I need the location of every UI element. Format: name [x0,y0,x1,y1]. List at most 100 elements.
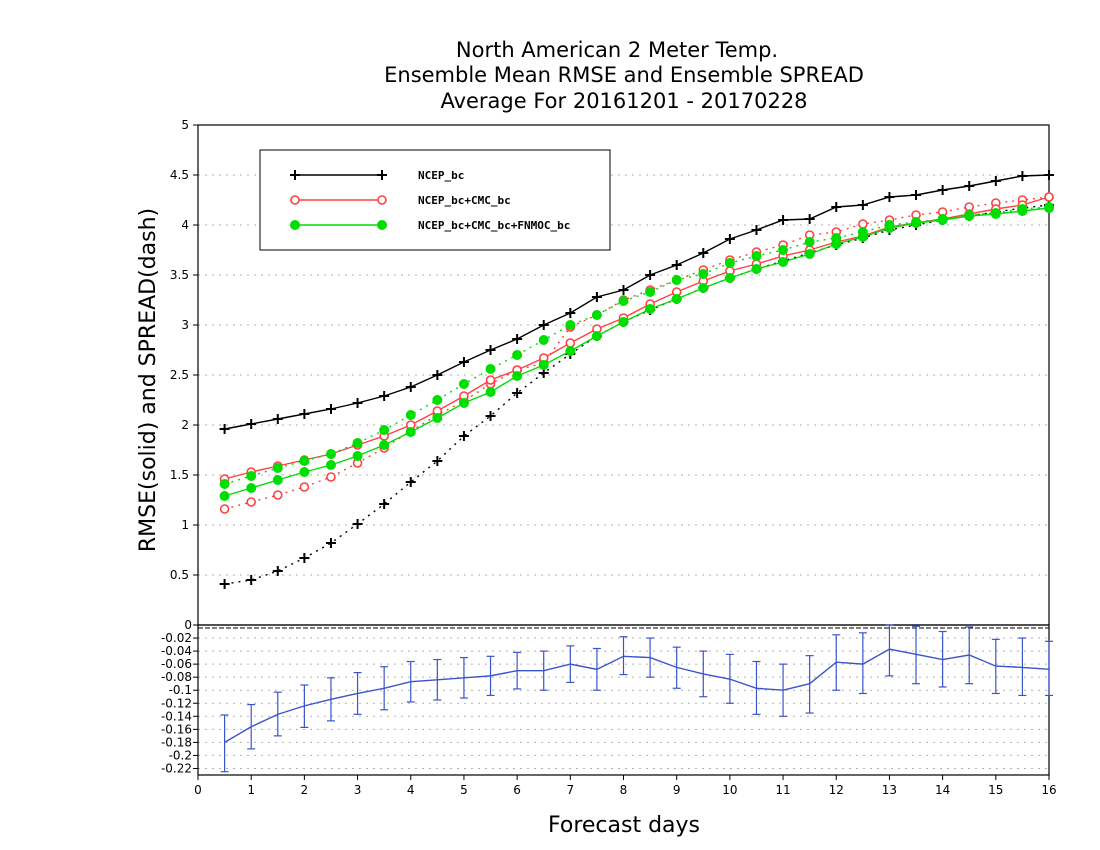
plus-marker [512,334,523,344]
top-panel: 0.5 1 1.5 2 2.5 3 3.5 4 4.5 5 [170,118,1054,626]
legend-label: NCEP_bc+CMC_bc [418,194,511,207]
filled-circle-marker [751,251,762,261]
open-circle-marker [299,482,310,492]
open-circle-marker [1044,192,1054,202]
filled-circle-marker [299,467,310,477]
filled-circle-marker [778,257,789,267]
filled-circle-marker [645,304,656,314]
plus-marker [964,181,975,191]
top-ytick-label: 5 [181,118,189,132]
plus-marker [804,214,815,224]
plus-marker [272,414,283,424]
top-ytick-label: 3 [181,318,189,332]
filled-circle-marker [458,398,469,408]
plus-marker [485,411,496,421]
filled-circle-marker [565,320,576,330]
filled-circle-marker [618,317,629,327]
bottom-ytick-label: -0.12 [161,696,192,710]
filled-circle-marker [591,331,602,341]
xtick-label: 0 [194,783,202,797]
xtick-label: 3 [354,783,362,797]
filled-circle-marker [538,360,549,370]
plus-marker [565,308,576,318]
plus-marker [432,370,443,380]
filled-circle-marker [937,215,948,225]
plus-marker [352,398,363,408]
filled-circle-marker [379,440,390,450]
filled-circle-marker [246,471,257,481]
top-ytick-label: 1 [181,518,189,532]
open-circle-marker [290,195,300,205]
plus-marker [937,185,948,195]
bottom-ytick-label: -0.14 [161,709,192,723]
plus-marker [299,553,310,563]
top-ytick-label: 4.5 [170,168,189,182]
xtick-label: 4 [407,783,415,797]
filled-circle-marker [565,346,576,356]
filled-circle-marker [272,475,283,485]
plus-marker [645,270,656,280]
filled-circle-marker [804,237,815,247]
top-ytick-label: 0.5 [170,568,189,582]
xtick-label: 9 [673,783,681,797]
plus-marker [290,170,300,180]
xtick-label: 16 [1041,783,1056,797]
top-ytick-label: 4 [181,218,189,232]
filled-circle-marker [352,451,363,461]
plus-marker [405,382,416,392]
plus-marker [671,260,682,270]
series-2 [219,202,1054,501]
xtick-label: 11 [775,783,790,797]
filled-circle-marker [272,463,283,473]
xtick-label: 2 [301,783,309,797]
plus-marker [512,388,523,398]
plus-marker [990,176,1001,186]
plus-marker [405,477,416,487]
filled-circle-marker [512,371,523,381]
plus-marker [219,424,230,434]
plus-marker [1017,171,1028,181]
filled-circle-marker [219,491,230,501]
y-axis-label: RMSE(solid) and SPREAD(dash) [136,208,161,552]
filled-circle-marker [432,413,443,423]
NCEP_bc+CMC_bc+FNMOC_bc-rmse-line [224,207,1050,497]
filled-circle-marker [857,232,868,242]
filled-circle-marker [458,379,469,389]
filled-circle-marker [964,211,975,221]
plus-marker [325,404,336,414]
xtick-label: 15 [988,783,1003,797]
bottom-ytick-label: -0.04 [161,644,192,658]
bottom-ytick-label: -0.18 [161,735,192,749]
bottom-ytick-label: -0.06 [161,657,192,671]
filled-circle-marker [778,245,789,255]
open-circle-marker [272,490,283,500]
open-circle-marker [858,219,868,229]
xtick-label: 7 [566,783,574,797]
xtick-label: 14 [935,783,950,797]
top-ytick-label: 3.5 [170,268,189,282]
filled-circle-marker [325,460,336,470]
chart-title-line-2: Ensemble Mean RMSE and Ensemble SPREAD [384,63,864,87]
filled-circle-marker [219,479,230,489]
xtick-label: 10 [722,783,737,797]
filled-circle-marker [352,438,363,448]
bottom-ytick-label: -0.1 [169,683,192,697]
filled-circle-marker [379,425,390,435]
open-circle-marker [219,504,230,514]
plus-marker [272,566,283,576]
xtick-label: 1 [247,783,255,797]
filled-circle-marker [1017,206,1028,216]
plus-marker [299,409,310,419]
filled-circle-marker [645,287,656,297]
plus-marker [857,200,868,210]
top-ytick-label: 2 [181,418,189,432]
bottom-ytick-label: -0.16 [161,722,192,736]
plus-marker [458,357,469,367]
NCEP_bc-spread-line [224,204,1050,585]
plus-marker [379,391,390,401]
filled-circle-marker [698,269,709,279]
top-ytick-label: 1.5 [170,468,189,482]
filled-circle-marker [512,350,523,360]
difference-line [224,648,1050,743]
